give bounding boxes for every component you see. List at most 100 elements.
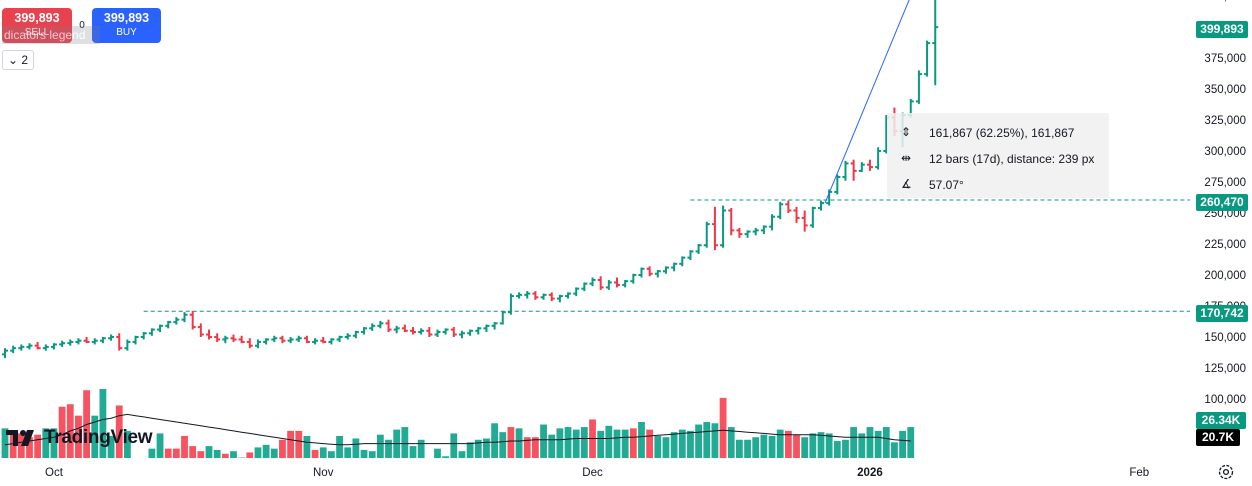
volume-bar — [817, 432, 825, 458]
volume-bar — [295, 430, 303, 458]
ohlc-bar — [532, 291, 539, 300]
volume-bar — [352, 438, 360, 458]
volume-bar — [646, 429, 654, 458]
ohlc-bar — [662, 266, 669, 274]
volume-bar — [833, 441, 841, 458]
volume-bar — [776, 429, 784, 458]
ohlc-bar — [654, 270, 661, 278]
ohlc-bar — [483, 324, 490, 333]
volume-bar — [458, 451, 466, 458]
volume-bar — [613, 429, 621, 458]
ohlc-bar — [622, 279, 629, 288]
ohlc-bar — [450, 327, 457, 337]
volume-bar — [678, 429, 686, 458]
volume-bar — [115, 405, 123, 458]
volume-bar — [711, 423, 719, 458]
volume-bar — [287, 430, 294, 458]
spread-value: 0 — [79, 20, 85, 31]
measure-angle: 57.07° — [929, 178, 964, 192]
volume-bar — [42, 428, 50, 458]
ohlc-bar — [361, 327, 368, 335]
indicators-legend[interactable]: dicators legend — [2, 26, 100, 44]
volume-bar — [736, 439, 743, 458]
ohlc-bar — [540, 293, 547, 300]
sell-button[interactable]: 399,893 SELL — [2, 8, 72, 43]
volume-bar — [882, 427, 890, 458]
price-tick-label: 200,000 — [1204, 270, 1246, 282]
time-tick-label: 2026 — [857, 467, 883, 479]
ohlc-bar — [597, 276, 604, 290]
ohlc-bar — [287, 337, 294, 344]
ohlc-bar — [385, 319, 392, 333]
ohlc-bar — [75, 338, 82, 345]
buy-button[interactable]: 399,893 BUY — [92, 8, 161, 43]
ohlc-bars — [2, 0, 939, 359]
volume-bar — [548, 434, 556, 458]
sell-label: SELL — [24, 27, 50, 38]
price-tick-label: 350,000 — [1204, 84, 1246, 96]
volume-bar — [58, 406, 66, 458]
volume-bar — [899, 430, 906, 458]
ohlc-bar — [793, 206, 800, 223]
volume-bar — [172, 448, 180, 458]
ohlc-bar — [695, 244, 702, 254]
volume-bar — [34, 434, 42, 458]
ohlc-bar — [687, 250, 694, 261]
ohlc-bar — [475, 327, 482, 335]
volume-bar — [662, 437, 670, 458]
tradingview-logo[interactable]: TradingView — [6, 427, 153, 449]
ohlc-bar — [744, 230, 751, 238]
settings-gear-icon[interactable] — [1217, 463, 1235, 481]
ohlc-bar — [401, 324, 408, 333]
legend-toggle-button[interactable]: ⌄ 2 — [2, 50, 34, 70]
ohlc-bar — [638, 267, 645, 278]
volume-bar — [597, 430, 605, 458]
volume-bar — [221, 453, 229, 458]
volume-bar — [687, 430, 694, 458]
volume-bar — [1, 428, 9, 458]
ohlc-bar — [915, 70, 922, 104]
volume-bar — [727, 427, 735, 458]
volume-bar — [189, 446, 197, 458]
volume-bar — [858, 433, 866, 458]
volume-bar — [768, 435, 776, 458]
ohlc-bar — [491, 322, 498, 330]
ohlc-bar — [614, 277, 620, 288]
volume-bar — [442, 456, 450, 458]
trend-line[interactable] — [824, 0, 911, 204]
ohlc-bar — [132, 335, 139, 345]
volume-bar — [213, 449, 221, 458]
volume-bar — [695, 424, 702, 458]
ohlc-bar — [124, 339, 131, 351]
volume-bar — [540, 424, 547, 458]
volume-bar — [532, 437, 539, 458]
ohlc-bar — [108, 334, 115, 341]
price-tick-label: 250,000 — [1204, 208, 1246, 220]
ohlc-bar — [458, 330, 465, 339]
time-tick-label: Feb — [1129, 467, 1149, 479]
volume-bar — [499, 432, 507, 458]
volume-bar — [809, 433, 817, 458]
ohlc-bar — [214, 333, 221, 342]
volume-bar — [784, 430, 792, 458]
volume-bar — [719, 397, 727, 458]
ohlc-bar — [377, 320, 384, 329]
ohlc-bar — [777, 201, 784, 220]
ohlc-bar — [711, 206, 718, 251]
volume-bar — [515, 428, 523, 458]
legend-count: 2 — [21, 53, 29, 67]
volume-bar — [270, 448, 278, 458]
time-axis: OctNovDec2026FebMa — [45, 467, 1149, 479]
ohlc-bar — [320, 337, 327, 344]
ohlc-bar — [303, 335, 310, 344]
tradingview-logo-icon — [6, 430, 34, 446]
ohlc-bar — [760, 225, 767, 235]
volume-bar — [670, 432, 678, 458]
ohlc-bar — [271, 335, 278, 342]
volume-bar — [703, 422, 711, 458]
measure-tooltip: ⇕ 161,867 (62.25%), 161,867 ⇹ 12 bars (1… — [887, 113, 1109, 198]
ohlc-bar — [516, 292, 523, 299]
ohlc-bar — [246, 338, 253, 349]
volume-bar — [621, 429, 629, 458]
